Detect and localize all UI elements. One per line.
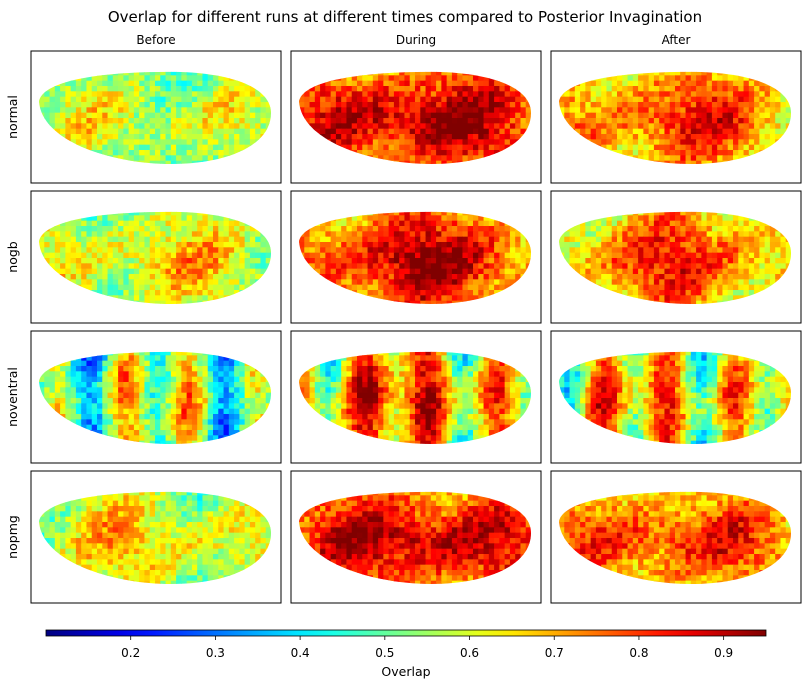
colorbar-tick-label: 0.8 bbox=[629, 646, 648, 660]
colorbar: 0.2 0.3 0.4 0.5 0.6 0.7 0.8 0.9 Overlap bbox=[45, 629, 767, 679]
embryo-overlap-map bbox=[39, 351, 271, 444]
colorbar-tick-label: 0.4 bbox=[291, 646, 310, 660]
colorbar-tick-label: 0.9 bbox=[714, 646, 733, 660]
colorbar-tick-label: 0.2 bbox=[121, 646, 140, 660]
panel-nopmg-after bbox=[550, 470, 802, 604]
panel-noventral-during bbox=[290, 330, 542, 464]
colorbar-label: Overlap bbox=[381, 664, 430, 679]
colorbar-tick-label: 0.6 bbox=[460, 646, 479, 660]
panel-normal-during bbox=[290, 50, 542, 184]
panel-nogb-during bbox=[290, 190, 542, 324]
colorbar-tick-label: 0.7 bbox=[545, 646, 564, 660]
panel-normal-after bbox=[550, 50, 802, 184]
column-title-during: During bbox=[396, 33, 436, 47]
row-label-nogb: nogb bbox=[5, 241, 20, 273]
colorbar-tick-label: 0.5 bbox=[375, 646, 394, 660]
figure-title: Overlap for different runs at different … bbox=[108, 8, 702, 26]
row-label-noventral: noventral bbox=[5, 367, 20, 427]
colorbar-bar bbox=[45, 629, 767, 637]
colorbar-tick-label: 0.3 bbox=[206, 646, 225, 660]
panel-noventral-before bbox=[30, 330, 282, 464]
panel-nopmg-before bbox=[30, 470, 282, 604]
column-title-before: Before bbox=[136, 33, 175, 47]
panel-normal-before bbox=[30, 50, 282, 184]
row-label-nopmg: nopmg bbox=[5, 515, 20, 559]
embryo-overlap-map bbox=[299, 71, 531, 164]
panel-nogb-before bbox=[30, 190, 282, 324]
embryo-overlap-map bbox=[559, 351, 791, 444]
panel-noventral-after bbox=[550, 330, 802, 464]
column-title-after: After bbox=[662, 33, 691, 47]
row-label-normal: normal bbox=[5, 95, 20, 139]
panel-nopmg-during bbox=[290, 470, 542, 604]
panel-nogb-after bbox=[550, 190, 802, 324]
